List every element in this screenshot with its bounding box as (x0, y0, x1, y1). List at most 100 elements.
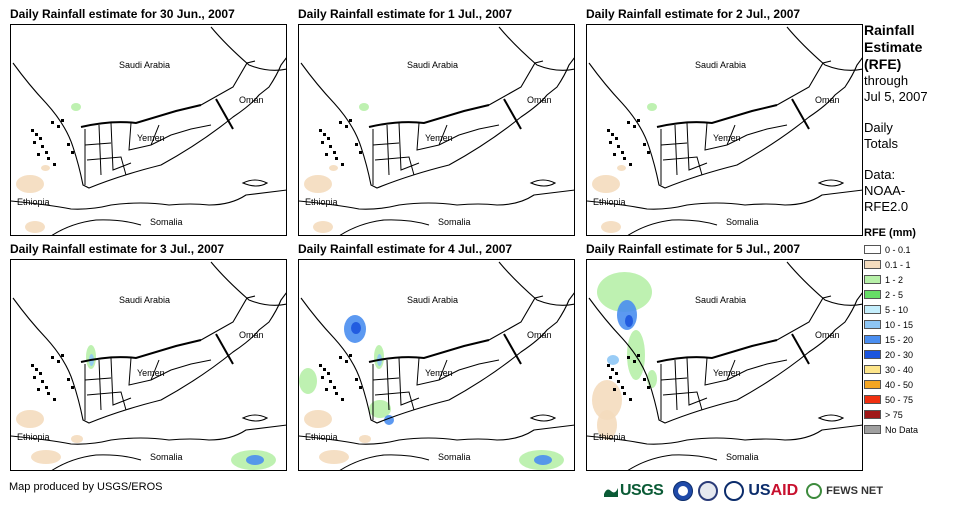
island-mark (609, 141, 612, 144)
legend-item: 2 - 5 (864, 287, 964, 302)
logo-strip: USGS US AID FEWS NET (604, 480, 883, 502)
map-frame: Saudi Arabia Oman Yemen Ethiopia Somalia (298, 259, 575, 471)
legend-item: 40 - 50 (864, 377, 964, 392)
legend-swatch (864, 290, 881, 299)
island-mark (31, 364, 34, 367)
saudi-oman-border (776, 60, 832, 106)
label-oman: Oman (239, 95, 264, 105)
legend-label: 15 - 20 (885, 334, 914, 345)
rainfall-patch (16, 175, 44, 193)
island-mark (325, 153, 328, 156)
legend-label: 20 - 30 (885, 349, 914, 360)
map-svg (11, 261, 286, 470)
island-mark (321, 141, 324, 144)
island-mark (623, 157, 626, 160)
sidebar-daily: Daily (864, 120, 893, 135)
legend-swatch (864, 305, 881, 314)
rainfall-patch (304, 175, 332, 193)
label-yemen: Yemen (425, 368, 453, 378)
yemen-province-lines (84, 357, 212, 420)
rainfall-patch (313, 221, 333, 233)
usaid-seal-icon (724, 481, 745, 501)
island-mark (35, 368, 38, 371)
island-mark (355, 378, 358, 381)
arabian-coastline (588, 292, 862, 424)
island-mark (41, 380, 44, 383)
island-mark (321, 376, 324, 379)
red-sea-islands (31, 354, 74, 401)
island-mark (71, 386, 74, 389)
label-ethiopia: Ethiopia (305, 432, 338, 442)
saudi-oman-border (200, 60, 256, 106)
label-ethiopia: Ethiopia (17, 432, 50, 442)
label-ethiopia: Ethiopia (305, 197, 338, 207)
gulf-coastline (786, 26, 862, 71)
island-mark (333, 386, 336, 389)
rainfall-patch (534, 455, 552, 465)
panel-title: Daily Rainfall estimate for 3 Jul., 2007 (10, 242, 225, 256)
island-mark (325, 388, 328, 391)
saudi-oman-border (488, 295, 544, 341)
rainfall-patch (41, 165, 50, 171)
legend-swatch (864, 350, 881, 359)
island-mark (615, 372, 618, 375)
yemen-saudi-border (80, 339, 202, 363)
island-mark (335, 157, 338, 160)
label-somalia: Somalia (726, 452, 759, 462)
island-mark (67, 143, 70, 146)
island-mark (617, 380, 620, 383)
legend-item: 30 - 40 (864, 362, 964, 377)
label-saudi-arabia: Saudi Arabia (695, 295, 747, 305)
gulf-coastline (498, 261, 574, 306)
island-mark (51, 121, 54, 124)
map-svg (587, 261, 862, 470)
rainfall-patch (329, 165, 338, 171)
island-mark (333, 151, 336, 154)
gulf-coastline (210, 26, 286, 71)
island-mark (41, 145, 44, 148)
map-frame: Saudi Arabia Oman Yemen Ethiopia Somalia (10, 24, 287, 236)
island-mark (51, 356, 54, 359)
legend-swatch (864, 335, 881, 344)
island-mark (341, 163, 344, 166)
saudi-oman-border (488, 60, 544, 106)
panel-title: Daily Rainfall estimate for 5 Jul., 2007 (586, 242, 801, 256)
yemen-province-lines (84, 122, 212, 185)
yemen-oman-border (215, 98, 234, 130)
island-mark (633, 125, 636, 128)
island-mark (319, 129, 322, 132)
rainfall-patch (359, 103, 369, 111)
legend-item: 15 - 20 (864, 332, 964, 347)
island-mark (39, 372, 42, 375)
usgs-logo: USGS (604, 482, 664, 500)
island-mark (633, 360, 636, 363)
island-mark (339, 121, 342, 124)
island-mark (607, 129, 610, 132)
island-mark (613, 153, 616, 156)
label-oman: Oman (527, 330, 552, 340)
rainfall-patch (597, 410, 617, 440)
island-mark (53, 398, 56, 401)
rainfall-patch (597, 272, 652, 312)
yemen-saudi-border (368, 104, 490, 128)
yemen-saudi-border (656, 104, 778, 128)
africa-coastline (587, 424, 862, 445)
label-yemen: Yemen (137, 368, 165, 378)
legend-list: 0 - 0.1 0.1 - 1 1 - 2 2 - 5 5 - 10 10 - 15 15 … (864, 242, 964, 437)
legend-label: 50 - 75 (885, 394, 914, 405)
label-yemen: Yemen (137, 133, 165, 143)
legend-item: 0 - 0.1 (864, 242, 964, 257)
rainfall-layer (304, 103, 369, 233)
rainfall-patch (25, 221, 45, 233)
arabian-coastline (12, 57, 286, 189)
island-mark (47, 157, 50, 160)
island-mark (339, 356, 342, 359)
yemen-oman-border (215, 333, 234, 365)
label-oman: Oman (239, 330, 264, 340)
island-mark (327, 137, 330, 140)
island-mark (617, 145, 620, 148)
legend-label: 1 - 2 (885, 274, 904, 285)
legend-label: 2 - 5 (885, 289, 904, 300)
legend-item: > 75 (864, 407, 964, 422)
island-mark (319, 364, 322, 367)
